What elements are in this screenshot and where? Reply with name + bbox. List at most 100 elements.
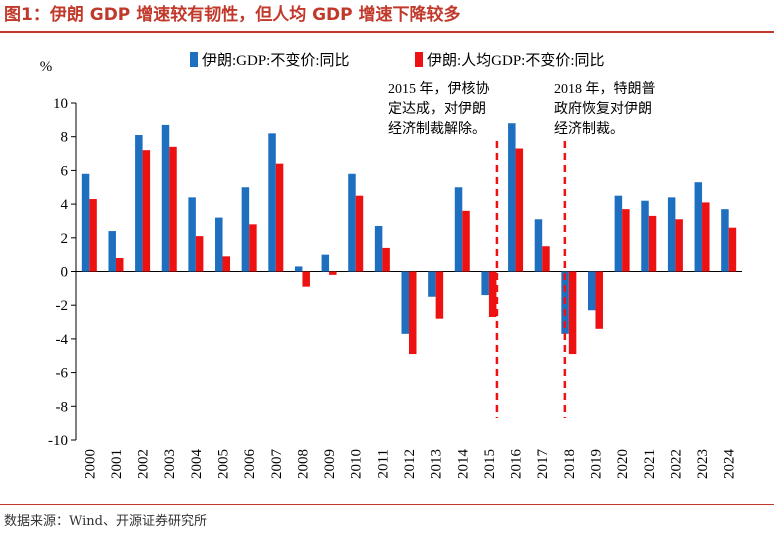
x-tick-label: 2023	[695, 449, 711, 479]
bar-gdp-per-capita-2017	[542, 246, 550, 272]
bar-gdp-per-capita-2004	[195, 236, 204, 272]
bar-gdp-2015	[481, 271, 489, 296]
bar-gdp-per-capita-2000	[89, 199, 97, 272]
bar-gdp-2024	[721, 209, 729, 272]
bar-gdp-2006	[241, 187, 250, 272]
bar-gdp-per-capita-2018	[568, 271, 577, 355]
bar-gdp-per-capita-2006	[249, 224, 257, 272]
source-note: 数据来源：Wind、开源证券研究所	[4, 514, 207, 529]
y-tick-label: -4	[56, 332, 69, 348]
annotation-text-2015: 经济制裁解除。	[388, 121, 486, 137]
bar-gdp-per-capita-2003	[169, 146, 177, 272]
x-tick-label: 2017	[535, 449, 551, 480]
x-tick-label: 2008	[295, 449, 311, 479]
bar-gdp-per-capita-2012	[409, 271, 417, 355]
bar-gdp-per-capita-2008	[302, 271, 310, 287]
bar-gdp-2014	[454, 187, 463, 272]
y-tick-label: -6	[56, 366, 69, 382]
bar-gdp-2023	[694, 182, 703, 272]
bar-gdp-per-capita-2015	[488, 271, 497, 317]
y-tick-label: 6	[61, 163, 69, 179]
x-tick-label: 2019	[588, 449, 604, 479]
bar-gdp-2016	[508, 123, 516, 272]
bar-gdp-per-capita-2005	[222, 256, 231, 272]
bar-gdp-per-capita-2011	[382, 247, 390, 272]
y-tick-label: -2	[56, 298, 69, 314]
y-tick-label: -10	[48, 433, 68, 449]
bars	[81, 123, 737, 355]
bar-gdp-2007	[268, 133, 276, 272]
y-tick-label: 4	[61, 197, 69, 213]
bar-gdp-2005	[215, 217, 223, 272]
bar-gdp-2004	[188, 197, 196, 272]
x-tick-label: 2024	[722, 449, 738, 480]
bar-gdp-2008	[294, 266, 303, 272]
bar-gdp-per-capita-2021	[648, 215, 657, 272]
x-tick-label: 2020	[615, 449, 631, 479]
x-tick-label: 2014	[455, 449, 471, 480]
bar-gdp-2009	[321, 254, 330, 272]
y-tick-label: 0	[61, 265, 69, 281]
bar-gdp-2013	[428, 271, 436, 297]
annotation-text-2018: 政府恢复对伊朗	[554, 100, 652, 117]
x-tick-label: 2004	[189, 449, 205, 480]
bar-gdp-per-capita-2007	[275, 163, 284, 272]
x-tick-label: 2013	[429, 449, 445, 479]
bar-gdp-per-capita-2001	[115, 258, 124, 272]
bar-gdp-2020	[614, 195, 623, 272]
bar-gdp-2021	[641, 200, 649, 272]
x-tick-label: 2005	[216, 449, 232, 479]
x-tick-label: 2009	[322, 449, 338, 479]
bar-gdp-2002	[135, 135, 143, 272]
legend: 伊朗:GDP:不变价:同比 伊朗:人均GDP:不变价:同比	[190, 52, 605, 69]
bar-gdp-2019	[587, 271, 596, 311]
source-divider	[0, 504, 774, 505]
y-axis-label: %	[40, 59, 53, 75]
y-tick-label: 10	[53, 96, 68, 112]
bar-gdp-2000	[81, 173, 90, 272]
x-tick-label: 2018	[562, 449, 578, 479]
bar-gdp-per-capita-2009	[329, 271, 337, 275]
bar-gdp-2011	[374, 226, 383, 272]
x-tick-label: 2022	[668, 449, 684, 479]
y-tick-label: 2	[61, 231, 69, 247]
x-tick-label: 2010	[349, 449, 365, 479]
bar-gdp-per-capita-2002	[142, 150, 151, 272]
bar-gdp-per-capita-2014	[462, 210, 470, 272]
bar-gdp-2001	[108, 231, 116, 272]
bar-gdp-per-capita-2010	[355, 195, 364, 272]
x-tick-label: 2016	[509, 449, 525, 480]
x-tick-label: 2002	[136, 449, 152, 479]
legend-label: 伊朗:人均GDP:不变价:同比	[427, 52, 605, 69]
x-tick-label: 2003	[162, 449, 178, 479]
annotation-text-2015: 定达成，对伊朗	[388, 101, 486, 117]
x-tick-label: 2021	[642, 449, 658, 479]
bar-gdp-per-capita-2020	[622, 209, 630, 272]
legend-swatch	[415, 52, 423, 67]
bar-gdp-per-capita-2024	[728, 227, 737, 272]
bar-gdp-per-capita-2019	[595, 271, 603, 329]
title-divider	[0, 31, 774, 33]
bar-gdp-per-capita-2022	[675, 219, 683, 272]
x-tick-label: 2007	[269, 449, 285, 480]
x-tick-label: 2000	[82, 449, 98, 479]
bar-gdp-per-capita-2013	[435, 271, 444, 319]
figure-title: 图1：伊朗 GDP 增速较有韧性，但人均 GDP 增速下降较多	[4, 5, 461, 25]
bar-gdp-2012	[401, 271, 409, 334]
legend-swatch	[190, 52, 198, 67]
bar-gdp-per-capita-2016	[515, 148, 524, 272]
x-tick-label: 2012	[402, 449, 418, 479]
bar-chart: -10 -8 -6 -4 -2 0 2 4 6 8 10% 2000 2001 2002 2003 2004…	[40, 52, 742, 480]
x-tick-label: 2015	[482, 449, 498, 479]
annotation-text-2015: 2015 年，伊核协	[388, 81, 490, 97]
legend-label: 伊朗:GDP:不变价:同比	[202, 52, 350, 69]
y-tick-label: -8	[56, 399, 69, 415]
y-tick-label: 8	[61, 130, 69, 146]
x-tick-label: 2001	[109, 449, 125, 479]
annotation-text-2018: 经济制裁。	[554, 121, 624, 137]
bar-gdp-2010	[348, 173, 356, 272]
x-axis: 2000 2001 2002 2003 2004 2005 2006 2007 2008 2009…	[82, 449, 737, 480]
annotation-text-2018: 2018 年，特朗普	[554, 81, 656, 97]
bar-gdp-2017	[534, 219, 543, 272]
